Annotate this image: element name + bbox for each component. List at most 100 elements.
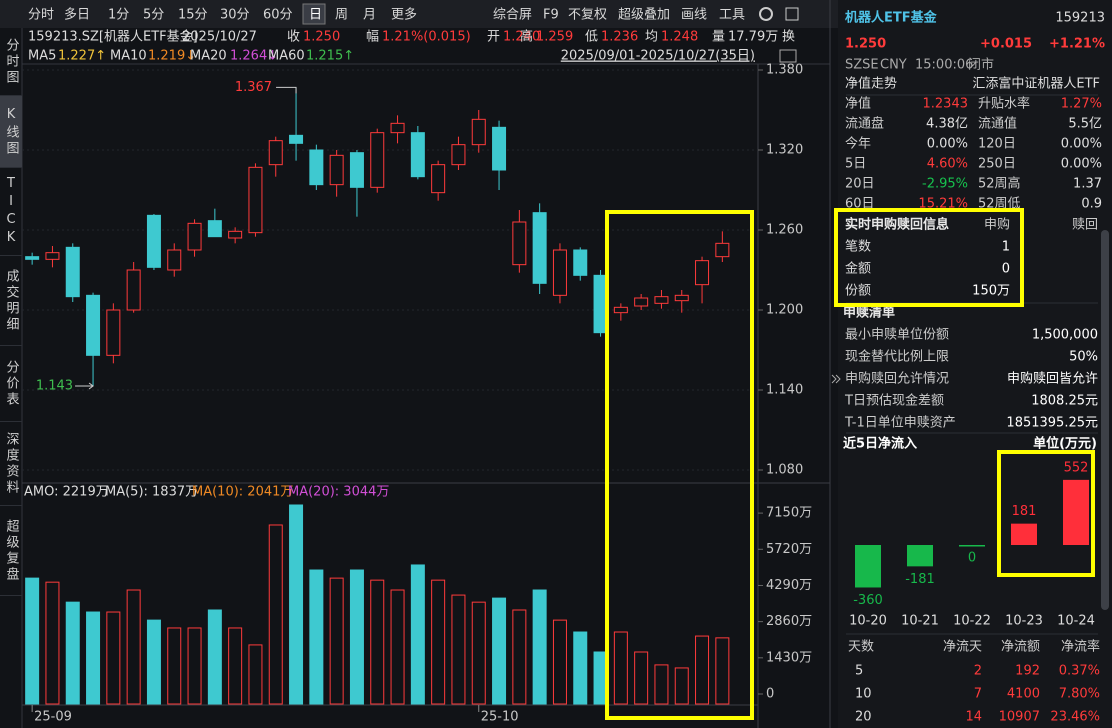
- row-label: 金额: [845, 261, 871, 277]
- flow-bar: [1063, 479, 1089, 545]
- period-tab[interactable]: 分时: [28, 8, 54, 23]
- period-tab[interactable]: 60分: [263, 8, 293, 23]
- stat-label: 60日: [845, 197, 875, 212]
- row-label: 笔数: [845, 239, 871, 255]
- volume-bar: [654, 664, 669, 705]
- volume-bar: [512, 609, 527, 705]
- candle-body: [410, 132, 425, 178]
- row-value: 50%: [1069, 350, 1098, 365]
- stat-label: 52周高: [978, 176, 1021, 192]
- field-value: 17.79万: [728, 30, 778, 45]
- x-tick-label: 25-10: [481, 710, 519, 725]
- row-value: 1,500,000: [1032, 328, 1098, 343]
- field-label: 开: [487, 30, 500, 45]
- ma-label: MA10: [110, 49, 147, 64]
- side-tab[interactable]: 深度资料: [0, 422, 22, 506]
- candle-body: [248, 166, 263, 234]
- expand-icon[interactable]: [831, 374, 841, 384]
- period-tab[interactable]: 5分: [143, 8, 164, 23]
- volume-bar: [410, 564, 425, 705]
- volume-bar: [390, 589, 405, 705]
- table-cell: 10: [855, 687, 872, 702]
- period-tab[interactable]: 1分: [108, 8, 129, 23]
- section-title: 申赎清单: [843, 305, 895, 321]
- volume-bar: [268, 524, 283, 705]
- candle-body: [45, 252, 60, 260]
- side-tab[interactable]: K线图: [0, 96, 22, 168]
- period-tab[interactable]: 15分: [178, 8, 208, 23]
- volume-legend: MA(10): 2041万: [192, 485, 293, 500]
- tool-button[interactable]: 综合屏: [493, 8, 532, 23]
- stat-value: 1.37: [1073, 177, 1102, 192]
- field-label: 收: [287, 30, 300, 45]
- table-header: 净流天: [943, 640, 982, 655]
- scrollbar[interactable]: [1101, 230, 1109, 610]
- flow-bar: [959, 545, 985, 547]
- table-cell: 4100: [1007, 687, 1040, 702]
- tool-button[interactable]: F9: [543, 8, 559, 23]
- table-header: 净流额: [1001, 640, 1040, 655]
- status: 闭市: [968, 57, 994, 73]
- flow-value: -360: [853, 593, 883, 608]
- volume-bar: [715, 637, 730, 705]
- field-value: 1.236: [601, 30, 638, 45]
- tool-button[interactable]: 超级叠加: [618, 8, 670, 23]
- candle-body: [471, 118, 486, 146]
- y-tick-label: 1430万: [766, 650, 812, 665]
- candle-body: [512, 221, 527, 266]
- price-change-pct: +1.21%: [1049, 37, 1105, 52]
- y-tick-label: 1.320: [766, 143, 803, 158]
- period-tab[interactable]: 30分: [220, 8, 250, 23]
- candle-body: [492, 126, 507, 171]
- candle-body: [65, 246, 80, 298]
- candle-body: [674, 294, 689, 302]
- ma-value: 1.215↑: [306, 49, 354, 64]
- stat-label: 流通值: [978, 116, 1017, 132]
- field-value: 1.21%(0.015): [382, 30, 471, 45]
- field-label: 低: [585, 30, 598, 45]
- table-cell: 23.46%: [1050, 710, 1100, 725]
- period-tab[interactable]: 月: [363, 8, 376, 23]
- table-cell: 5: [855, 664, 863, 679]
- period-tab[interactable]: 更多: [391, 7, 417, 23]
- candle-body: [146, 214, 161, 268]
- field-value: 1.250: [303, 30, 340, 45]
- volume-bar: [634, 651, 649, 705]
- tool-button[interactable]: 画线: [681, 8, 707, 23]
- stat-value: 4.60%: [927, 157, 968, 172]
- ma-value: 1.219↓: [148, 49, 196, 64]
- tool-button[interactable]: 工具: [719, 8, 745, 23]
- range-icon[interactable]: [779, 49, 797, 63]
- period-tab[interactable]: 多日: [64, 7, 90, 23]
- side-tab[interactable]: 分价表: [0, 346, 22, 422]
- candle-body: [86, 294, 101, 356]
- layout-icon[interactable]: [785, 7, 799, 21]
- row-value: 1: [1002, 240, 1010, 255]
- period-tab[interactable]: 日: [309, 8, 322, 23]
- volume-bar: [25, 577, 40, 705]
- settings-icon[interactable]: [759, 7, 773, 21]
- stat-value: 4.38亿: [926, 117, 968, 132]
- table-cell: 20: [855, 710, 872, 725]
- tool-button[interactable]: 不复权: [568, 7, 607, 23]
- stat-value: 1.2343: [923, 97, 969, 112]
- candle-body: [695, 260, 710, 286]
- side-tab[interactable]: 超级复盘: [0, 506, 22, 596]
- volume-bar: [593, 651, 608, 705]
- side-tab[interactable]: TICK: [0, 168, 22, 256]
- volume-bar: [45, 581, 60, 705]
- volume-bar: [613, 631, 628, 705]
- side-tab[interactable]: 分时图: [0, 28, 22, 96]
- field-label: 量: [712, 30, 725, 45]
- volume-bar: [86, 611, 101, 705]
- candle-body: [268, 140, 283, 166]
- side-tab[interactable]: 成交明细: [0, 256, 22, 346]
- stat-value: 5.5亿: [1068, 117, 1102, 132]
- date: 2025/10/27: [182, 30, 257, 45]
- field-value: 1.240: [503, 30, 540, 45]
- volume-bar: [573, 631, 588, 705]
- candle-body: [309, 149, 324, 186]
- period-tab[interactable]: 周: [335, 8, 348, 23]
- section-title: 实时申购赎回信息: [845, 217, 949, 233]
- candle-body: [593, 274, 608, 334]
